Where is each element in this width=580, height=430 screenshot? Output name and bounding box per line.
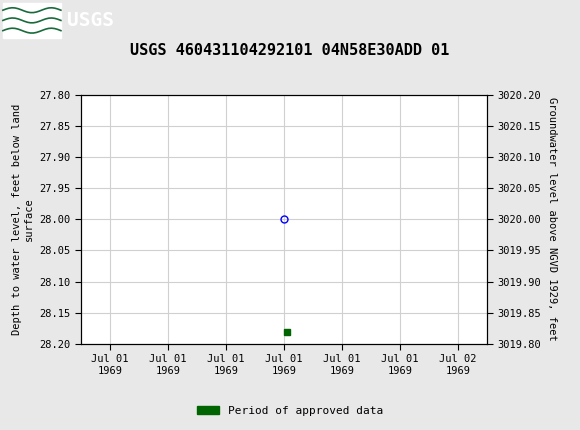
Text: USGS 460431104292101 04N58E30ADD 01: USGS 460431104292101 04N58E30ADD 01 <box>130 43 450 58</box>
Y-axis label: Depth to water level, feet below land
surface: Depth to water level, feet below land su… <box>12 104 34 335</box>
Text: USGS: USGS <box>67 11 114 30</box>
Legend: Period of approved data: Period of approved data <box>193 401 387 420</box>
Y-axis label: Groundwater level above NGVD 1929, feet: Groundwater level above NGVD 1929, feet <box>547 98 557 341</box>
Bar <box>3 3 61 37</box>
